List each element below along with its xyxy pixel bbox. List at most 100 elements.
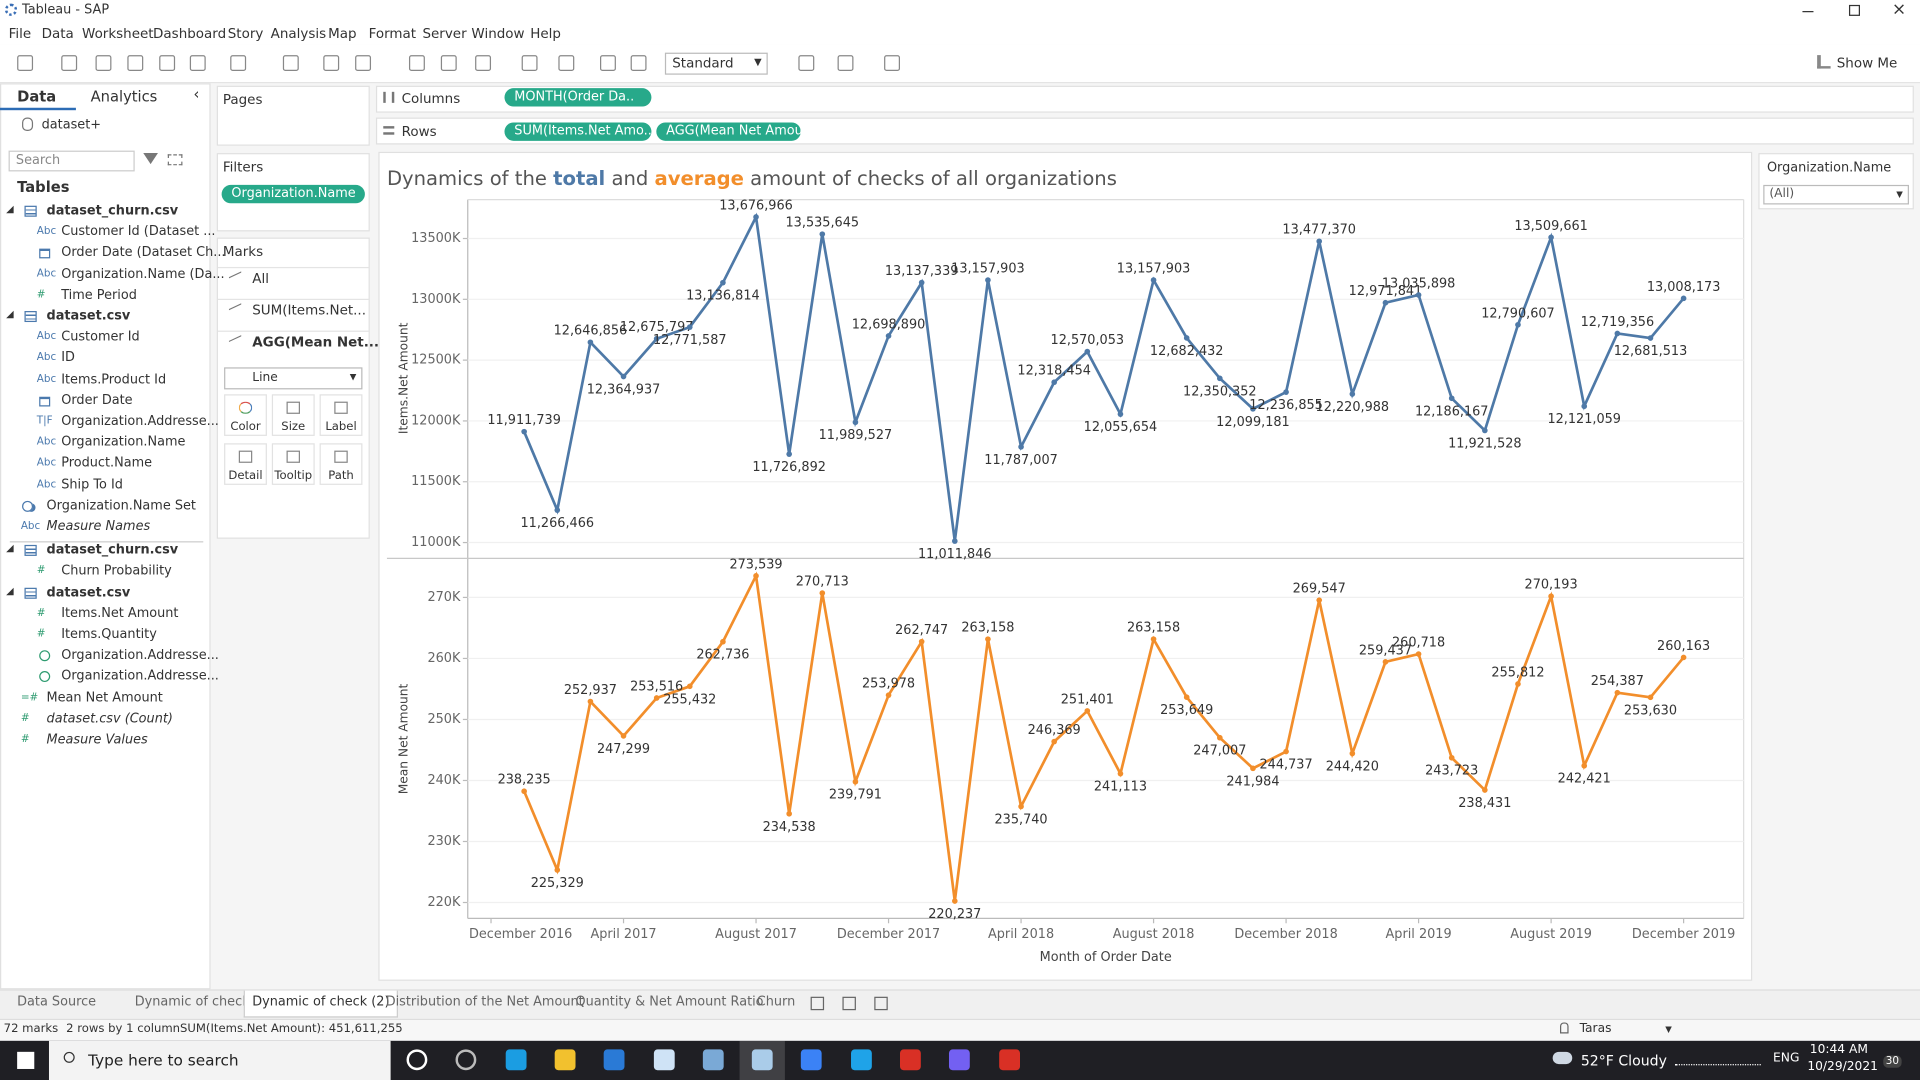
taskbar-app[interactable] xyxy=(702,1049,724,1071)
expand-caret[interactable]: ◢ xyxy=(6,542,14,554)
taskbar-search[interactable]: Type here to search xyxy=(48,1040,391,1080)
field[interactable]: Organization.Name Set xyxy=(46,498,196,513)
show-me[interactable]: Show Me xyxy=(1836,55,1898,72)
pill[interactable]: SUM(Items.Net Amo.. xyxy=(504,122,652,141)
pill[interactable]: Organization.Name xyxy=(221,184,365,204)
toolbar-button[interactable] xyxy=(558,55,575,72)
toolbar-button[interactable] xyxy=(189,55,206,72)
menu-item[interactable]: Analysis xyxy=(270,25,327,42)
marks-button[interactable]: Detail xyxy=(224,443,267,485)
notification-badge[interactable]: 30 xyxy=(1883,1055,1902,1068)
toolbar-button[interactable] xyxy=(837,55,854,72)
taskbar-app[interactable] xyxy=(998,1049,1020,1071)
sheet-tab[interactable]: Data Source xyxy=(10,991,104,1018)
sheet-tab[interactable]: Dynamic of check xyxy=(127,991,257,1018)
menu-item[interactable]: File xyxy=(8,25,32,42)
new-sheet-button[interactable] xyxy=(810,996,825,1011)
mark-type[interactable]: Line ▼ xyxy=(224,367,363,390)
language[interactable]: ENG xyxy=(1773,1051,1800,1066)
toolbar-button[interactable] xyxy=(230,55,247,72)
new-sheet-button[interactable] xyxy=(874,996,888,1011)
toolbar-button[interactable] xyxy=(95,55,112,72)
toolbar-button[interactable] xyxy=(159,55,176,72)
filter-icon[interactable] xyxy=(143,153,158,165)
field[interactable]: Churn Probability xyxy=(61,563,172,579)
collapse[interactable]: ‹ xyxy=(193,85,200,103)
taskbar-app[interactable] xyxy=(554,1049,576,1071)
new-sheet-button[interactable] xyxy=(842,996,856,1011)
menu-item[interactable]: Help xyxy=(530,25,561,42)
field[interactable]: Organization.Name (Da... xyxy=(61,266,225,282)
field[interactable]: Items.Product Id xyxy=(61,371,167,387)
menu-item[interactable]: Format xyxy=(368,25,417,42)
taskbar-app[interactable] xyxy=(603,1049,625,1071)
field[interactable]: Organization.Addresse... xyxy=(61,647,219,663)
table-name[interactable]: dataset_churn.csv xyxy=(46,542,179,558)
toolbar-button[interactable] xyxy=(17,55,34,72)
field[interactable]: Customer Id (Dataset ... xyxy=(61,224,216,240)
pill[interactable]: MONTH(Order Da.. xyxy=(504,88,652,107)
field[interactable]: ID xyxy=(61,350,75,366)
taskbar-app[interactable] xyxy=(850,1049,872,1071)
field[interactable]: Organization.Addresse... xyxy=(61,413,219,429)
data-source[interactable]: dataset+ xyxy=(41,117,102,133)
toolbar-button[interactable] xyxy=(630,55,647,72)
menu-item[interactable]: Data xyxy=(41,25,74,42)
dropdown-caret[interactable]: ▼ xyxy=(1665,1024,1672,1035)
toolbar-button[interactable] xyxy=(521,55,538,72)
marks-button[interactable]: Tooltip xyxy=(271,443,315,485)
user-name[interactable]: Taras xyxy=(1579,1022,1612,1036)
taskbar-app[interactable] xyxy=(653,1049,675,1071)
taskbar-app[interactable] xyxy=(801,1049,823,1071)
toolbar-button[interactable] xyxy=(475,55,492,72)
fit-dropdown[interactable]: Standard ▼ xyxy=(664,52,768,75)
pane-tab[interactable]: Data xyxy=(17,88,57,106)
toolbar-button[interactable] xyxy=(355,55,372,72)
taskbar-app[interactable] xyxy=(406,1049,428,1071)
menu-item[interactable]: Window xyxy=(471,25,525,42)
pill[interactable]: AGG(Mean Net Amou.. xyxy=(656,122,811,141)
window-button[interactable] xyxy=(1802,11,1814,13)
close-button[interactable]: × xyxy=(1891,0,1907,20)
filter-dropdown[interactable]: (All) ▼ xyxy=(1763,184,1909,205)
window-button[interactable] xyxy=(1848,4,1861,16)
menu-item[interactable]: Dashboard xyxy=(153,25,227,42)
menu-item[interactable]: Server xyxy=(422,25,467,42)
toolbar-button[interactable] xyxy=(884,55,901,72)
clock-date[interactable]: 10/29/2021 xyxy=(1807,1060,1878,1074)
sheet-tab[interactable]: Churn xyxy=(749,991,802,1018)
field[interactable]: Measure Names xyxy=(46,519,151,534)
toolbar-button[interactable] xyxy=(798,55,815,72)
marks-card-tab[interactable]: AGG(Mean Net... xyxy=(252,334,380,351)
marks-button[interactable]: Label xyxy=(319,394,363,436)
marks-button[interactable]: Color xyxy=(224,394,267,436)
taskbar-app[interactable] xyxy=(505,1049,527,1071)
clock-time[interactable]: 10:44 AM xyxy=(1809,1043,1868,1057)
field[interactable]: dataset.csv (Count) xyxy=(46,711,173,726)
start-button[interactable] xyxy=(17,1051,35,1069)
taskbar-app[interactable] xyxy=(751,1049,773,1071)
field[interactable]: Ship To Id xyxy=(61,477,123,492)
field[interactable]: Organization.Addresse... xyxy=(61,669,219,684)
sheet-tab[interactable]: Quantity & Net Amount Ratio xyxy=(568,991,771,1018)
toolbar-button[interactable] xyxy=(408,55,425,72)
toolbar-button[interactable] xyxy=(600,55,616,72)
field[interactable]: Mean Net Amount xyxy=(46,690,163,705)
weather[interactable]: 52°F Cloudy xyxy=(1580,1051,1667,1069)
field[interactable]: Customer Id xyxy=(61,329,140,345)
marks-button[interactable]: Path xyxy=(319,443,363,485)
taskbar-app[interactable] xyxy=(455,1049,477,1071)
expand-caret[interactable]: ◢ xyxy=(6,308,14,320)
toolbar-button[interactable] xyxy=(127,55,144,72)
marks-button[interactable]: Size xyxy=(271,394,315,436)
table-name[interactable]: dataset_churn.csv xyxy=(46,203,179,218)
field[interactable]: Order Date (Dataset Ch... xyxy=(61,245,226,261)
table-name[interactable]: dataset.csv xyxy=(46,308,131,324)
search-box[interactable]: Search xyxy=(8,150,135,172)
sheet-tab[interactable]: Dynamic of check (2) xyxy=(243,990,399,1018)
menu-item[interactable]: Story xyxy=(227,25,264,42)
toolbar-button[interactable] xyxy=(282,55,299,72)
taskbar-app[interactable] xyxy=(949,1049,971,1071)
expand-caret[interactable]: ◢ xyxy=(6,203,14,215)
toolbar-button[interactable] xyxy=(61,55,78,72)
